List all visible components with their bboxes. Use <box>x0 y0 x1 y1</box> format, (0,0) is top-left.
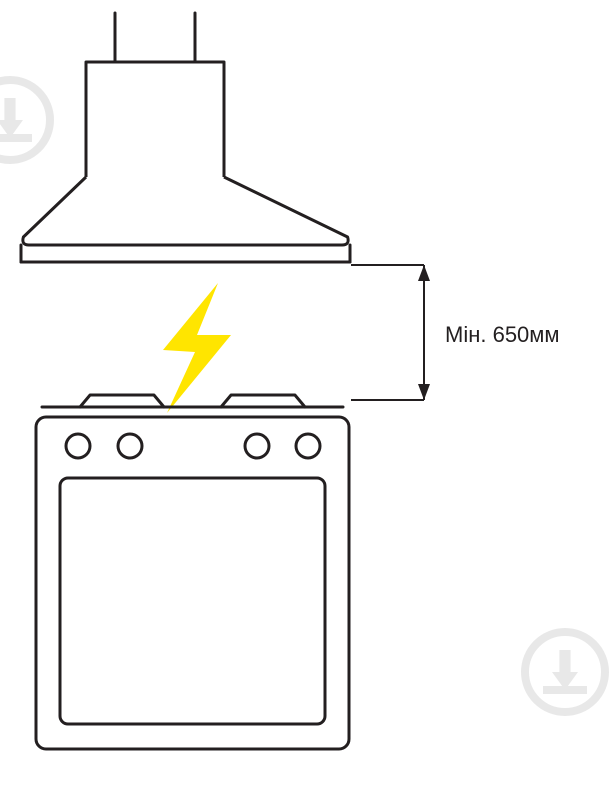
dimension-indicator <box>351 265 430 400</box>
knob <box>66 434 90 458</box>
knob <box>118 434 142 458</box>
stove <box>36 395 349 749</box>
diagram-canvas: Мін. 650мм <box>0 0 615 799</box>
watermark-icon <box>525 632 605 712</box>
watermark-icon <box>0 80 50 160</box>
range-hood <box>21 13 350 262</box>
dimension-label: Мін. 650мм <box>445 322 560 348</box>
burner <box>80 395 164 407</box>
arrow-down-icon <box>418 384 430 400</box>
knob <box>245 434 269 458</box>
arrow-up-icon <box>418 265 430 281</box>
lightning-icon <box>163 283 231 413</box>
burner <box>221 395 305 407</box>
knob <box>296 434 320 458</box>
diagram-svg <box>0 0 615 799</box>
oven-door <box>60 478 325 724</box>
